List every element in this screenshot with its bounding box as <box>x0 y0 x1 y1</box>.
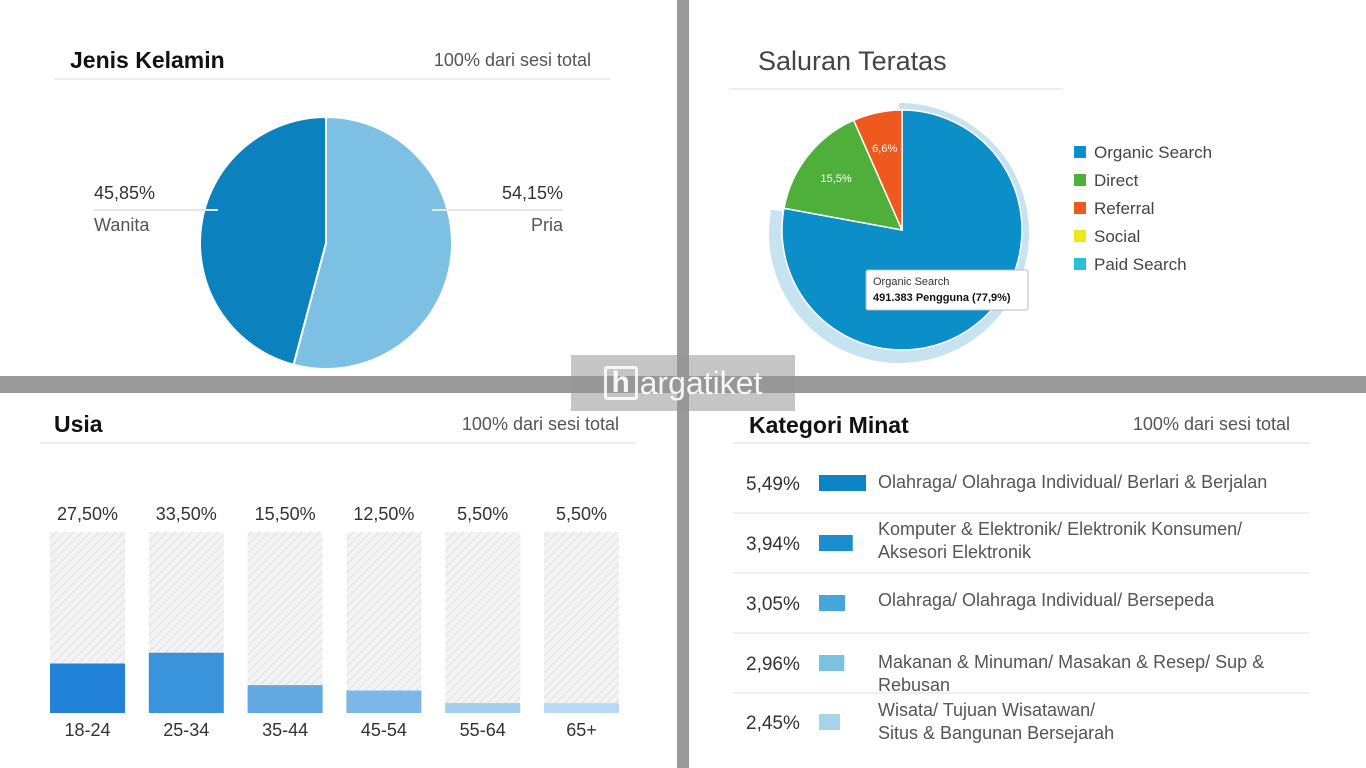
slice-label-direct: 15,5% <box>821 173 852 185</box>
age-title: Usia <box>54 411 103 437</box>
channel-title: Saluran Teratas <box>758 46 947 76</box>
legend-swatch-social <box>1074 230 1086 242</box>
bar-55-64 <box>445 703 521 713</box>
slice-label-pria: Pria <box>531 215 564 235</box>
legend-label-organic-search: Organic Search <box>1094 143 1212 162</box>
pie-slice-direct <box>783 119 904 231</box>
interest-value-label-5: 2,45% <box>746 713 800 734</box>
pie-slice-referral <box>852 109 903 231</box>
gender-pie-chart: 45,85% Wanita 54,15% Pria <box>94 115 564 370</box>
legend-swatch-paid-search <box>1074 258 1086 270</box>
legend-swatch-organic-search <box>1074 146 1086 158</box>
bar-18-24 <box>50 663 125 713</box>
bar-35-44 <box>247 685 323 713</box>
bar-category-label-65+: 65+ <box>566 720 597 740</box>
bar-value-label-65+: 5,50% <box>556 504 607 524</box>
legend-label-paid-search: Paid Search <box>1094 255 1187 274</box>
gender-header-rule <box>54 78 611 80</box>
gender-panel: Jenis Kelamin 100% dari sesi total 45,85… <box>0 0 677 376</box>
interest-panel: Kategori Minat 100% dari sesi total 5,49… <box>689 393 1366 768</box>
age-bar-chart: 27,50% 18-24 33,50% 25-34 15,50% 35-44 12,50% 4… <box>50 504 619 740</box>
bar-background-65+ <box>544 532 619 713</box>
interest-title: Kategori Minat <box>749 412 909 438</box>
bar-background-55-64 <box>445 532 521 713</box>
interest-header-rule <box>733 442 1310 444</box>
interest-category-label-1: Olahraga/ Olahraga Individual/ Berlari &… <box>878 472 1267 492</box>
bar-category-label-25-34: 25-34 <box>163 720 209 740</box>
legend-swatch-referral <box>1074 202 1086 214</box>
bar-65+ <box>544 703 619 713</box>
legend-swatch-direct <box>1074 174 1086 186</box>
bar-value-label-18-24: 27,50% <box>57 504 118 524</box>
slice-value-wanita: 45,85% <box>94 183 155 203</box>
bar-value-label-45-54: 12,50% <box>353 504 414 524</box>
gender-title: Jenis Kelamin <box>70 47 225 73</box>
interest-bar-chart: 5,49% Olahraga/ Olahraga Individual/ Berl… <box>733 472 1310 743</box>
legend-label-direct: Direct <box>1094 171 1139 190</box>
legend-label-referral: Referral <box>1094 199 1154 218</box>
interest-subtitle: 100% dari sesi total <box>1132 414 1290 434</box>
watermark-letter: h <box>603 366 638 400</box>
interest-value-label-1: 5,49% <box>746 474 800 495</box>
legend-label-social: Social <box>1094 227 1140 246</box>
gender-subtitle: 100% dari sesi total <box>433 50 591 70</box>
bar-25-34 <box>148 652 224 713</box>
interest-category-label-5-line-2: Situs & Bangunan Bersejarah <box>878 723 1114 743</box>
bar-value-label-55-64: 5,50% <box>457 504 508 524</box>
age-subtitle: 100% dari sesi total <box>461 414 619 434</box>
interest-bar-1 <box>819 475 866 491</box>
bar-background-45-54 <box>346 532 422 713</box>
bar-category-label-45-54: 45-54 <box>361 720 407 740</box>
watermark-text: argatiket <box>639 364 763 401</box>
bar-value-label-35-44: 15,50% <box>255 504 316 524</box>
interest-bar-4 <box>819 655 845 671</box>
interest-category-label-4-line-1: Makanan & Minuman/ Masakan & Resep/ Sup … <box>878 652 1264 672</box>
interest-category-label-2-line-2: Aksesori Elektronik <box>878 542 1032 562</box>
tooltip-box <box>865 269 1029 311</box>
bar-category-label-18-24: 18-24 <box>64 720 110 740</box>
interest-value-label-4: 2,96% <box>746 654 800 675</box>
bar-category-label-35-44: 35-44 <box>262 720 308 740</box>
tooltip-value: 491.383 Pengguna (77,9%) <box>873 292 1011 304</box>
bar-value-label-25-34: 33,50% <box>156 504 217 524</box>
channel-panel: Saluran Teratas 15,5% 6,6% Organic Search D… <box>689 0 1366 376</box>
interest-category-label-2-line-1: Komputer & Elektronik/ Elektronik Konsum… <box>878 519 1242 539</box>
bar-category-label-55-64: 55-64 <box>460 720 506 740</box>
interest-bar-5 <box>819 714 840 730</box>
channel-pie-chart: 15,5% 6,6% Organic Search Direct Referral Soc… <box>769 103 1212 363</box>
interest-value-label-2: 3,94% <box>746 534 800 555</box>
slice-value-pria: 54,15% <box>502 183 563 203</box>
interest-bar-3 <box>819 595 846 611</box>
bar-background-35-44 <box>247 532 323 713</box>
pie-slice-pria <box>292 115 453 370</box>
interest-value-label-3: 3,05% <box>746 594 800 615</box>
channel-header-rule <box>729 88 1063 90</box>
age-header-rule <box>40 442 636 444</box>
interest-category-label-3: Olahraga/ Olahraga Individual/ Bersepeda <box>878 590 1215 610</box>
watermark-logo: h argatiket <box>571 355 795 411</box>
slice-label-wanita: Wanita <box>94 215 150 235</box>
slice-label-referral: 6,6% <box>872 143 897 155</box>
interest-bar-2 <box>819 535 853 551</box>
pie-slice-wanita <box>199 115 327 366</box>
tooltip-title: Organic Search <box>873 276 949 288</box>
interest-category-label-5-line-1: Wisata/ Tujuan Wisatawan/ <box>878 700 1095 720</box>
age-panel: Usia 100% dari sesi total 27,50% 18-24 33,… <box>0 393 677 768</box>
interest-category-label-4-line-2: Rebusan <box>878 675 950 695</box>
bar-45-54 <box>346 690 422 713</box>
